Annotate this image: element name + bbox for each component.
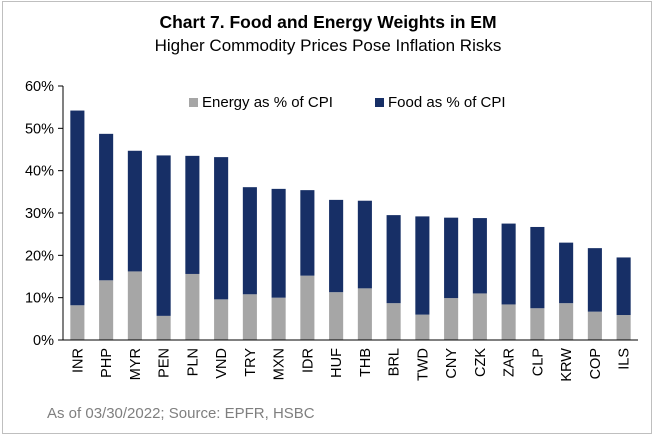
energy-bar-cny <box>444 298 459 340</box>
food-bar-zar <box>501 223 516 305</box>
x-tick-label: HUF <box>329 348 345 378</box>
x-tick-label: CLP <box>530 348 546 376</box>
x-tick-label: MYR <box>128 348 144 380</box>
chart-subtitle: Higher Commodity Prices Pose Inflation R… <box>154 36 502 55</box>
energy-bar-krw <box>559 303 574 340</box>
x-tick-label: TRY <box>243 348 259 377</box>
food-bar-twd <box>415 216 430 315</box>
food-bar-huf <box>329 199 344 293</box>
y-tick-label: 20% <box>25 248 54 264</box>
food-bar-myr <box>127 150 142 272</box>
y-tick-label: 30% <box>25 206 54 222</box>
x-tick-label: ZAR <box>502 348 518 377</box>
x-tick-label: VND <box>214 348 230 379</box>
food-bar-mxn <box>271 188 286 298</box>
legend-swatch <box>189 98 198 107</box>
food-bar-php <box>99 133 114 281</box>
legend-swatch <box>375 98 384 107</box>
x-tick-label: TWD <box>415 348 431 381</box>
food-bar-clp <box>530 226 545 309</box>
energy-bar-clp <box>530 308 545 340</box>
food-bar-czk <box>472 218 487 294</box>
food-bar-vnd <box>214 157 229 300</box>
energy-bar-try <box>242 294 257 340</box>
food-bar-brl <box>386 215 401 304</box>
x-tick-label: PEN <box>157 348 173 378</box>
y-tick-label: 0% <box>33 333 54 349</box>
energy-bar-cop <box>587 311 602 340</box>
x-tick-label: BRL <box>387 348 403 376</box>
food-bar-inr <box>70 110 85 306</box>
x-tick-label: CZK <box>473 348 489 377</box>
legend-label: Food as % of CPI <box>388 94 506 111</box>
energy-bar-ils <box>616 315 631 340</box>
energy-bar-thb <box>357 288 372 340</box>
y-tick-label: 40% <box>25 164 54 180</box>
legend: Energy as % of CPI Food as % of CPI <box>189 94 506 111</box>
food-bar-idr <box>300 190 315 276</box>
energy-bar-inr <box>70 305 85 340</box>
x-tick-label: PLN <box>185 348 201 376</box>
food-bar-pln <box>185 155 200 274</box>
food-bar-thb <box>357 200 372 289</box>
food-bar-cop <box>587 248 602 312</box>
x-tick-label: INR <box>70 348 86 373</box>
x-tick-label: KRW <box>559 348 575 382</box>
energy-bar-brl <box>386 303 401 340</box>
energy-bar-myr <box>127 271 142 340</box>
energy-bar-php <box>99 280 114 340</box>
y-tick-label: 50% <box>25 121 54 137</box>
energy-bar-mxn <box>271 297 286 340</box>
energy-bar-twd <box>415 314 430 340</box>
x-tick-label: ILS <box>617 348 633 370</box>
energy-bar-zar <box>501 304 516 340</box>
energy-bar-pen <box>156 315 171 340</box>
food-bar-ils <box>616 257 631 316</box>
x-tick-label: PHP <box>99 348 115 378</box>
food-bar-cny <box>444 217 459 299</box>
bars-group <box>70 110 631 340</box>
food-bar-try <box>242 187 257 295</box>
y-tick-label: 60% <box>25 79 54 95</box>
x-tick-label: CNY <box>444 348 460 379</box>
y-tick-label: 10% <box>25 291 54 307</box>
food-bar-krw <box>559 242 574 304</box>
x-tick-label: THB <box>358 348 374 377</box>
x-tick-label: COP <box>588 348 604 379</box>
y-axis: 0% 10% 20% 30% 40% 50% 60% <box>25 79 64 349</box>
x-tick-label: IDR <box>300 348 316 373</box>
energy-bar-czk <box>472 293 487 340</box>
food-bar-pen <box>156 155 171 316</box>
energy-bar-vnd <box>214 299 229 340</box>
x-axis: INR PHP MYR PEN PLN VND TRY MXN IDR HUF THB BRL TWD C… <box>63 339 638 382</box>
energy-bar-huf <box>329 292 344 340</box>
x-tick-label: MXN <box>272 348 288 380</box>
source-note: As of 03/30/2022; Source: EPFR, HSBC <box>47 405 315 422</box>
energy-bar-idr <box>300 275 315 340</box>
energy-bar-pln <box>185 273 200 340</box>
legend-label: Energy as % of CPI <box>202 94 333 111</box>
chart-title: Chart 7. Food and Energy Weights in EM <box>159 12 497 32</box>
